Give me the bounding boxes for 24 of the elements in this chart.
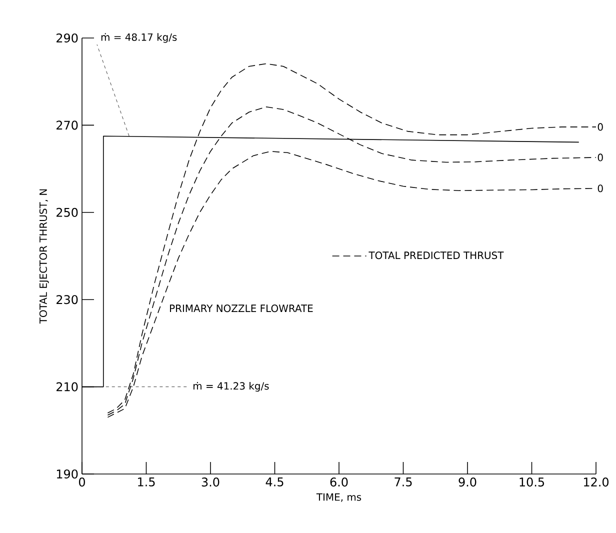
annotation: 0 <box>598 184 603 192</box>
annotation: 0 <box>598 154 603 162</box>
x-tick-label: 6.0 <box>330 478 348 487</box>
x-tick-label: 4.5 <box>266 478 284 486</box>
annotation: 0 <box>598 123 603 131</box>
x-tick-label: 1.5 <box>138 478 155 486</box>
y-tick-label: 250 <box>56 208 78 217</box>
x-tick-label: 0 <box>78 478 86 487</box>
annotation: ṁ = 41.23 kg/s <box>194 382 269 392</box>
x-tick-label: 12.0 <box>584 478 609 487</box>
y-tick-label: 230 <box>56 295 78 304</box>
legend-label: TOTAL PREDICTED THRUST <box>368 252 504 260</box>
y-tick-label: 190 <box>56 469 78 479</box>
y-tick-label: 210 <box>56 382 78 392</box>
x-tick-label: 9.0 <box>458 478 476 487</box>
x-tick-label: 7.5 <box>394 478 412 486</box>
x-axis-title: TIME, ms <box>316 493 362 502</box>
y-tick-label: 290 <box>56 33 78 43</box>
annotation: PRIMARY NOZZLE FLOWRATE <box>170 304 313 312</box>
x-tick-label: 10.5 <box>520 478 544 487</box>
annotation: ṁ = 48.17 kg/s <box>101 33 177 43</box>
y-tick-label: 270 <box>56 120 78 130</box>
x-tick-label: 3.0 <box>202 478 220 487</box>
y-axis-title: TOTAL EJECTOR THRUST, N <box>39 189 49 324</box>
